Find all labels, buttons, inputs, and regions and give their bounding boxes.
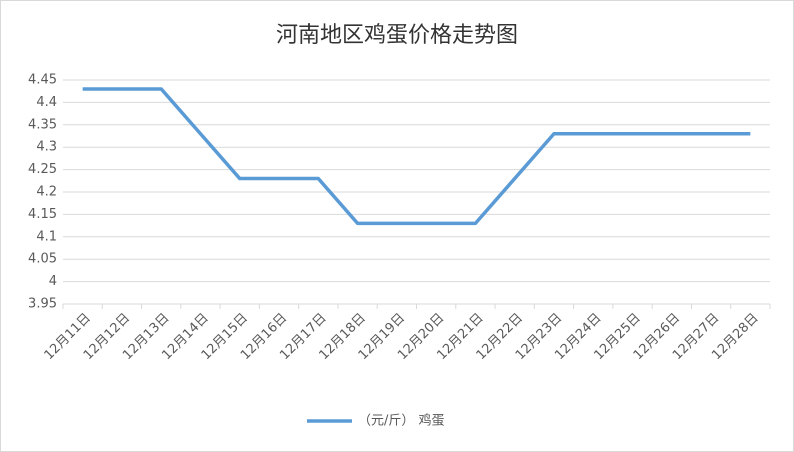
chart-title: 河南地区鸡蛋价格走势图 xyxy=(276,23,518,48)
y-tick-label: 4.25 xyxy=(28,162,57,177)
y-tick-label: 4.3 xyxy=(36,140,57,155)
y-tick-label: 4.35 xyxy=(28,117,57,132)
y-tick-label: 4.05 xyxy=(28,252,57,267)
y-tick-label: 3.95 xyxy=(28,297,57,312)
line-series xyxy=(82,87,751,226)
y-tick-label: 4 xyxy=(49,274,57,289)
y-tick-label: 4.1 xyxy=(36,229,57,244)
y-tick-label: 4.45 xyxy=(28,73,57,88)
y-tick-label: 4.4 xyxy=(36,95,57,110)
y-tick-label: 4.2 xyxy=(36,185,57,200)
y-tick-label: 4.15 xyxy=(28,207,57,222)
legend-label: （元/斤） 鸡蛋 xyxy=(358,413,445,429)
